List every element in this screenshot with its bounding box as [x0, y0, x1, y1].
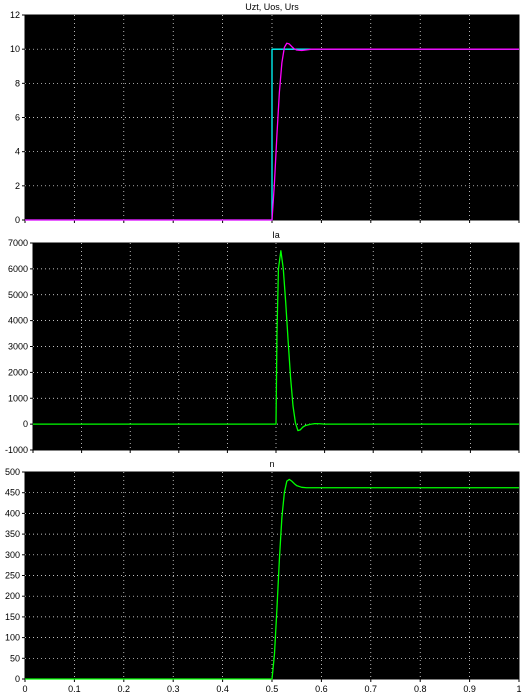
y-tick-label: 7000 [8, 238, 28, 248]
plot-area [24, 471, 520, 680]
plot-title: Ia [272, 230, 280, 240]
y-tick-label: 3000 [8, 342, 28, 352]
y-tick-label: 4 [15, 147, 20, 157]
x-tick-label: 1 [516, 684, 521, 694]
y-tick-label: 12 [10, 10, 20, 20]
y-tick-label: 0 [15, 215, 20, 225]
y-tick-label: 0 [15, 674, 20, 684]
y-tick-label: 6 [15, 113, 20, 123]
y-tick-label: 1000 [8, 393, 28, 403]
y-tick-label: 6000 [8, 264, 28, 274]
x-tick-label: 0.7 [365, 684, 378, 694]
plot-title: n [269, 459, 274, 469]
y-tick-label: 350 [5, 529, 20, 539]
x-tick-label: 0.2 [118, 684, 131, 694]
x-tick-label: 0.3 [167, 684, 180, 694]
x-tick-label: 0.9 [463, 684, 476, 694]
plot-n: 0 50 100 150 200 250 300 350 400 450 500 0 0.1 0.2 0.3… [5, 459, 522, 694]
x-tick-label: 0.8 [414, 684, 427, 694]
y-tick-label: 500 [5, 467, 20, 477]
x-tick-label: 0.1 [68, 684, 81, 694]
y-tick-label: -1000 [5, 445, 28, 455]
y-tick-label: 200 [5, 591, 20, 601]
plot-ia: -1000 0 1000 2000 3000 4000 5000 6000 7000 Ia [5, 230, 520, 455]
x-tick-label: 0.5 [266, 684, 279, 694]
y-tick-label: 5000 [8, 290, 28, 300]
x-tick-label: 0.4 [216, 684, 229, 694]
y-tick-label: 10 [10, 44, 20, 54]
series-line-n-0 [25, 478, 519, 680]
y-tick-label: 4000 [8, 316, 28, 326]
series-line-uzt-uos-urs-1 [25, 42, 519, 221]
x-tick-label: 0.6 [315, 684, 328, 694]
y-tick-label: 100 [5, 633, 20, 643]
y-tick-label: 400 [5, 508, 20, 518]
x-tick-label: 0 [22, 684, 27, 694]
plot-uzt-uos-urs: 0 2 4 6 8 10 12 Uzt, Uos, Urs [10, 2, 520, 225]
series-line-ia-0 [33, 250, 519, 432]
y-tick-label: 2 [15, 181, 20, 191]
y-tick-label: 0 [23, 419, 28, 429]
y-tick-label: 250 [5, 571, 20, 581]
y-tick-label: 2000 [8, 367, 28, 377]
y-tick-label: 150 [5, 612, 20, 622]
y-tick-label: 300 [5, 550, 20, 560]
plot-title: Uzt, Uos, Urs [245, 2, 299, 12]
y-tick-label: 8 [15, 78, 20, 88]
y-tick-label: 450 [5, 488, 20, 498]
y-tick-label: 50 [10, 653, 20, 663]
